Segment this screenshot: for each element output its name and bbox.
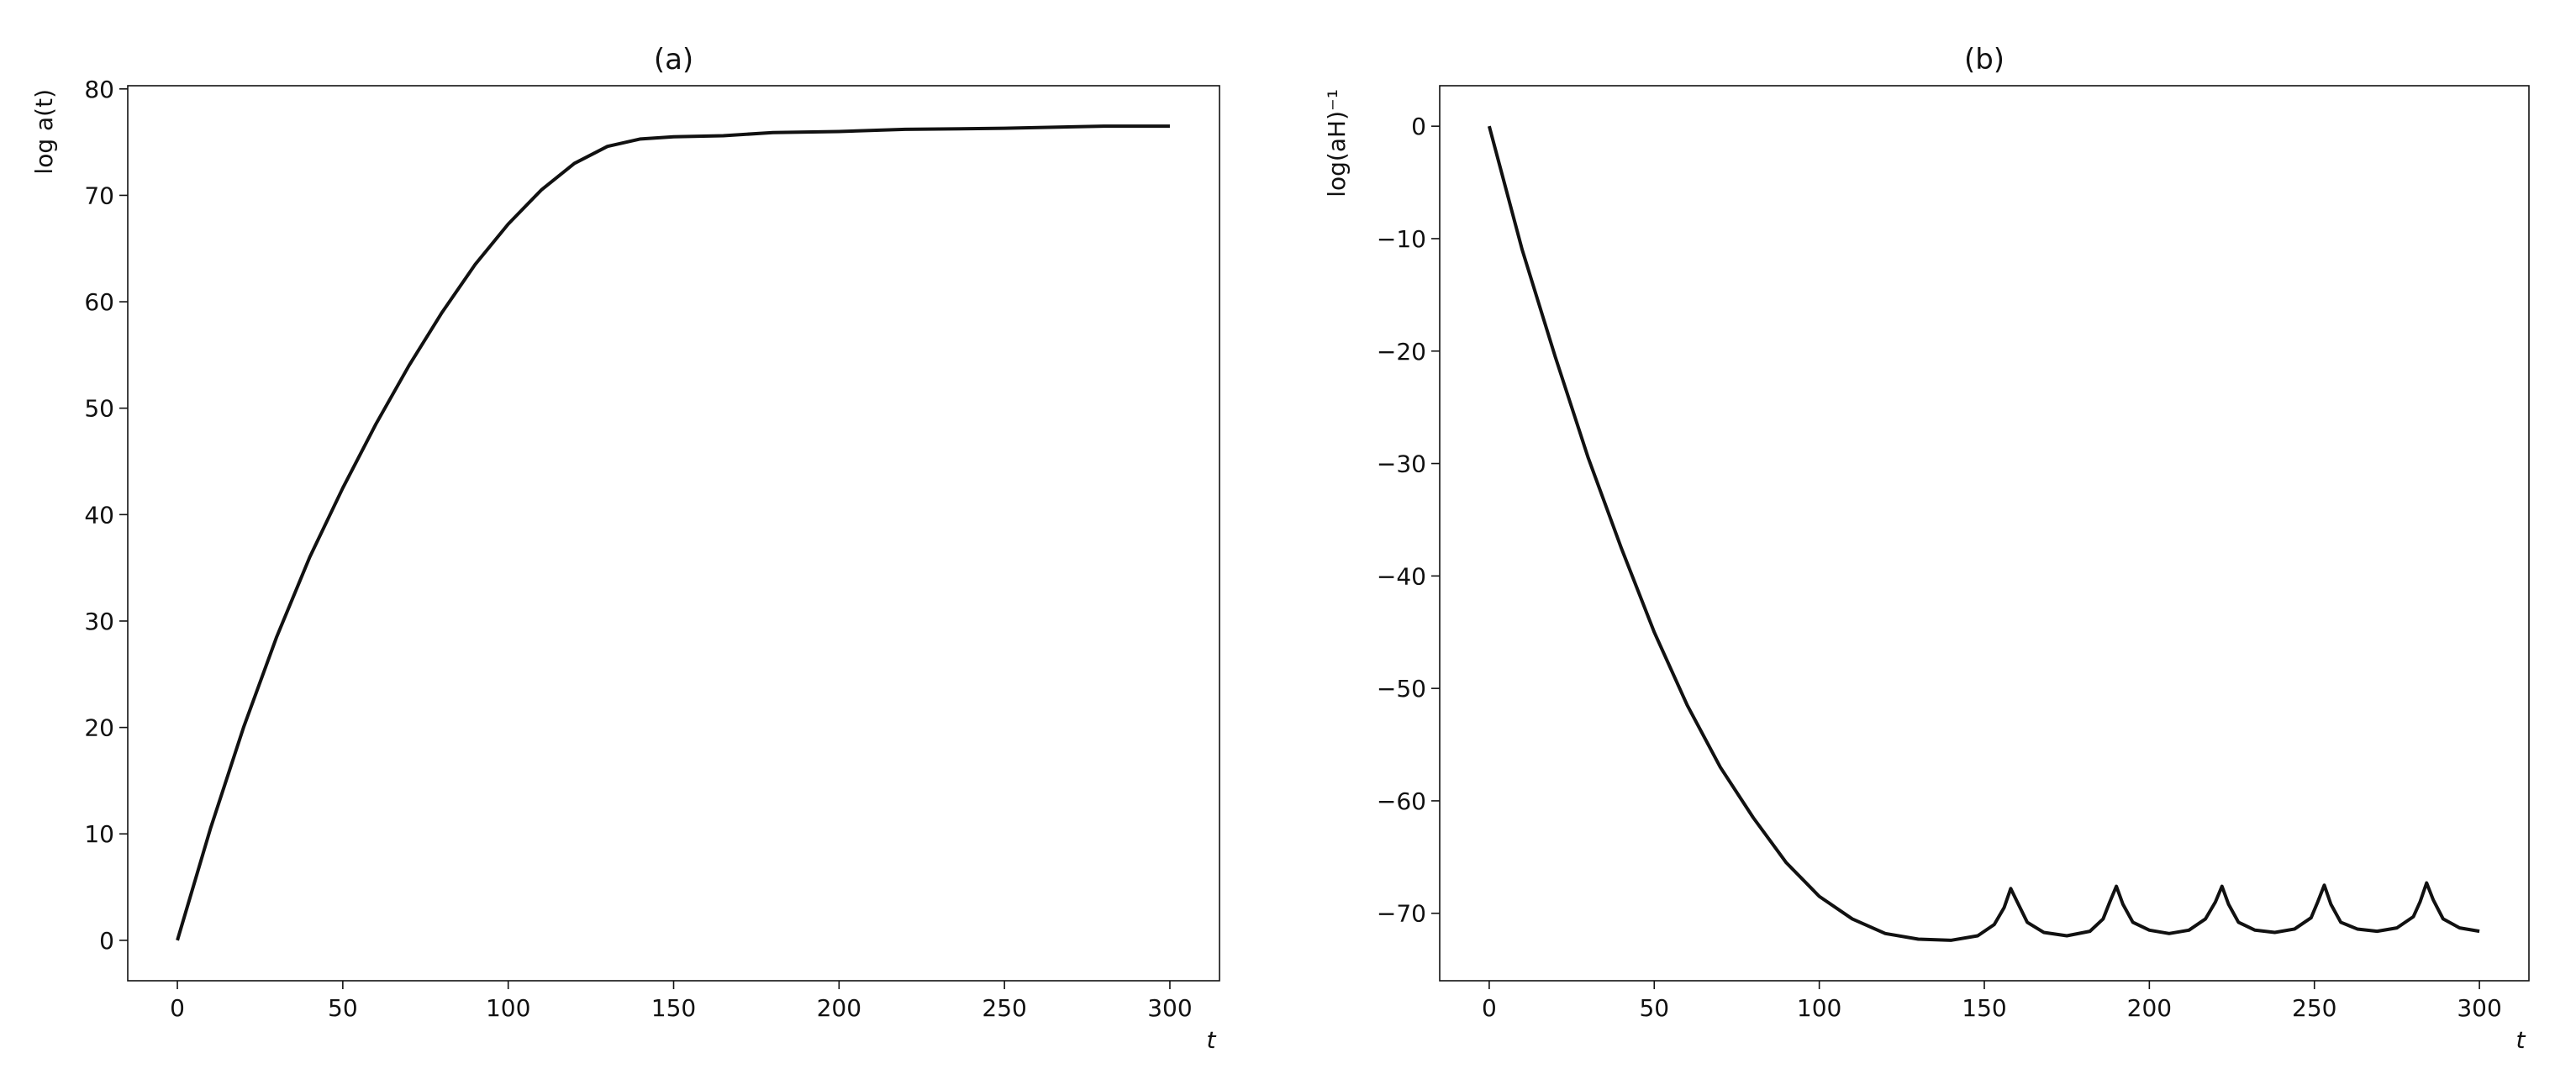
data-line (176, 124, 1170, 941)
y-tick-label: 60 (84, 288, 114, 316)
y-tick-label: 80 (84, 76, 114, 103)
y-tick-label: 10 (84, 820, 114, 848)
y-tick-label: −40 (1377, 562, 1426, 590)
y-axis-label: log(aH)⁻¹ (1323, 89, 1351, 197)
plot-frame (127, 85, 1220, 982)
x-tick-label: 150 (651, 994, 696, 1022)
x-tick-label: 50 (328, 994, 358, 1022)
y-tick-label: −30 (1377, 450, 1426, 478)
y-tick-label: −10 (1377, 225, 1426, 253)
y-tick-label: −50 (1377, 675, 1426, 703)
x-tick-label: 0 (1482, 994, 1497, 1022)
y-tick-label: 0 (1411, 113, 1426, 140)
x-tick-label: 150 (1962, 994, 2006, 1022)
y-tick-label: 30 (84, 608, 114, 635)
y-tick-label: −70 (1377, 900, 1426, 928)
x-tick-label: 100 (1797, 994, 1841, 1022)
x-tick-label: 300 (2457, 994, 2501, 1022)
plot-frame (1439, 85, 2530, 982)
y-axis-label: log a(t) (30, 89, 58, 175)
chart-title: (b) (1964, 43, 2004, 76)
y-tick-label: 70 (84, 182, 114, 209)
data-line (1487, 125, 2480, 942)
x-tick-label: 50 (1639, 994, 1669, 1022)
y-tick-label: 20 (84, 714, 114, 742)
x-tick-label: 200 (2127, 994, 2172, 1022)
y-tick-label: −20 (1377, 338, 1426, 366)
x-tick-label: 100 (486, 994, 530, 1022)
y-tick-label: 40 (84, 501, 114, 529)
x-tick-label: 250 (982, 994, 1026, 1022)
y-tick-label: 50 (84, 395, 114, 423)
x-tick-label: 0 (170, 994, 185, 1022)
y-tick-label: −60 (1377, 787, 1426, 815)
x-tick-label: 250 (2292, 994, 2336, 1022)
x-tick-label: 300 (1147, 994, 1192, 1022)
chart-title: (a) (654, 43, 693, 76)
x-tick-label: 200 (817, 994, 861, 1022)
x-axis-label: t (1207, 1026, 1217, 1054)
y-tick-label: 0 (99, 927, 114, 955)
x-axis-label: t (2516, 1026, 2526, 1054)
